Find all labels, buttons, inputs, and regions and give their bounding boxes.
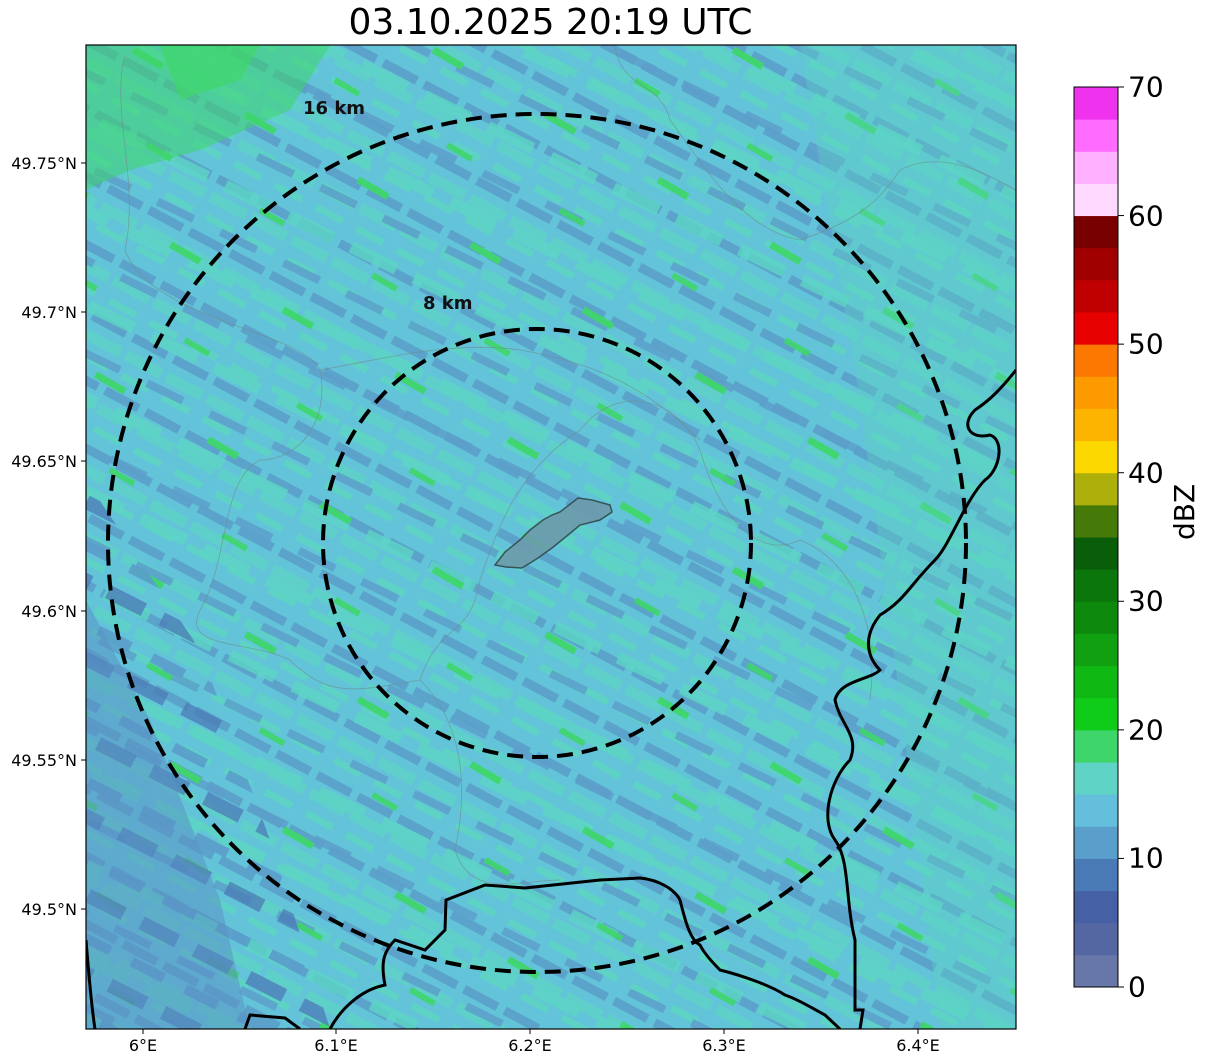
lat-tick-label: 49.55°N: [11, 751, 77, 770]
colorbar-level: [1074, 633, 1118, 667]
colorbar-level: [1074, 922, 1118, 956]
colorbar-label: dBZ: [1168, 483, 1201, 540]
colorbar-level: [1074, 504, 1118, 538]
colorbar-level: [1074, 826, 1118, 859]
colorbar-level: [1074, 537, 1118, 570]
colorbar-tick-label: 50: [1128, 327, 1164, 361]
colorbar-level: [1074, 440, 1118, 474]
map-title: 03.10.2025 20:19 UTC: [348, 2, 753, 43]
lon-tick-label: 6°E: [128, 1036, 158, 1055]
colorbar-level: [1074, 279, 1118, 313]
range-ring-8km: [321, 327, 753, 759]
admin-boundaries: [120, 45, 1016, 885]
axis-ticks: [81, 162, 919, 1034]
ring-label-8km: 8 km: [423, 293, 473, 314]
lon-tick-label: 6.4°E: [896, 1036, 940, 1055]
colorbar-level: [1074, 247, 1118, 281]
lat-tick-label: 49.7°N: [21, 303, 77, 322]
colorbar-level: [1074, 569, 1118, 602]
colorbar-frame: [1073, 86, 1119, 988]
lat-tick-label: 49.75°N: [11, 154, 77, 173]
colorbar-level: [1074, 151, 1118, 184]
colorbar-level: [1074, 729, 1118, 763]
colorbar-level: [1074, 697, 1118, 731]
colorbar: [1073, 86, 1124, 988]
colorbar-tick-label: 0: [1128, 970, 1146, 1004]
country-border: [86, 369, 1016, 1029]
lon-tick-label: 6.2°E: [508, 1036, 552, 1055]
colorbar-tick-label: 10: [1128, 841, 1164, 875]
colorbar-level: [1074, 601, 1118, 634]
lat-tick-label: 49.5°N: [21, 900, 77, 919]
colorbar-level: [1074, 312, 1118, 345]
colorbar-level: [1074, 762, 1118, 795]
colorbar-level: [1074, 665, 1118, 699]
colorbar-level: [1074, 87, 1118, 120]
colorbar-level: [1074, 472, 1118, 506]
colorbar-level: [1074, 408, 1118, 442]
colorbar-tick-label: 20: [1128, 713, 1164, 747]
lat-tick-label: 49.65°N: [11, 452, 77, 471]
lon-tick-label: 6.3°E: [702, 1036, 746, 1055]
colorbar-level: [1074, 890, 1118, 924]
colorbar-level: [1074, 183, 1118, 217]
colorbar-level: [1074, 215, 1118, 249]
city-outline: [493, 497, 613, 569]
lat-tick-label: 49.6°N: [21, 602, 77, 621]
colorbar-tick-label: 70: [1128, 70, 1164, 104]
colorbar-level: [1074, 344, 1118, 377]
map-frame: [85, 44, 1017, 1030]
colorbar-tick-label: 60: [1128, 199, 1164, 233]
colorbar-level: [1074, 858, 1118, 892]
colorbar-tick-label: 30: [1128, 584, 1164, 618]
colorbar-level: [1074, 794, 1118, 827]
range-ring-16km: [106, 112, 968, 974]
colorbar-level: [1074, 119, 1118, 152]
ring-label-16km: 16 km: [303, 98, 366, 119]
colorbar-level: [1074, 954, 1118, 988]
colorbar-level: [1074, 376, 1118, 409]
lon-tick-label: 6.1°E: [314, 1036, 358, 1055]
colorbar-tick-label: 40: [1128, 456, 1164, 490]
